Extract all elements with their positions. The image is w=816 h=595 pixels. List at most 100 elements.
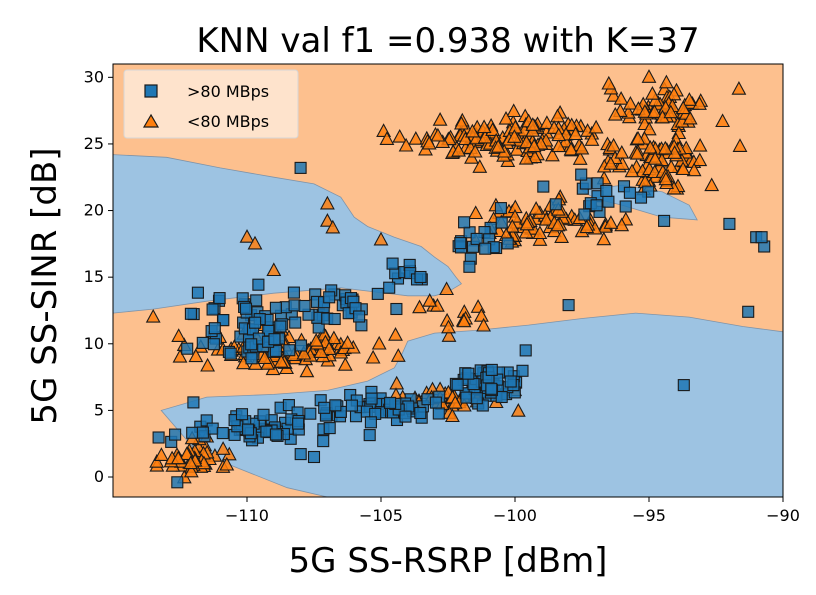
point-low	[538, 211, 554, 226]
point-low	[308, 332, 324, 347]
point-low	[551, 127, 567, 142]
point-low	[188, 348, 204, 363]
point-low	[398, 137, 414, 152]
point-low	[601, 75, 617, 90]
point-high	[191, 286, 204, 299]
point-low	[504, 218, 520, 233]
point-high	[269, 301, 282, 314]
point-high	[249, 316, 262, 329]
point-high	[298, 299, 311, 313]
point-low	[379, 131, 395, 145]
point-low	[518, 224, 534, 239]
y-tick-label: 0	[94, 467, 104, 486]
point-low	[657, 140, 673, 155]
y-tick-label: 10	[84, 334, 104, 353]
point-low	[266, 262, 282, 277]
point-low	[658, 171, 674, 186]
point-high	[470, 392, 483, 405]
point-low	[644, 86, 660, 100]
point-low	[510, 403, 526, 417]
point-low	[430, 127, 446, 142]
point-low	[319, 213, 335, 227]
point-low	[641, 121, 657, 136]
point-low	[456, 313, 472, 328]
point-low	[319, 195, 335, 210]
point-high	[501, 237, 514, 250]
point-low	[526, 138, 542, 153]
point-low	[390, 348, 406, 362]
point-low	[527, 149, 543, 164]
point-high	[562, 299, 575, 312]
point-high	[328, 312, 341, 326]
point-low	[422, 293, 438, 307]
point-high	[755, 231, 768, 244]
point-high	[274, 320, 287, 333]
point-high	[451, 378, 464, 391]
point-low	[472, 159, 488, 173]
point-high	[294, 161, 307, 174]
point-high	[495, 390, 508, 404]
point-high	[345, 399, 358, 412]
point-low	[614, 217, 630, 232]
y-axis-label: 5G SS-SINR [dB]	[25, 147, 65, 424]
point-high	[591, 177, 604, 190]
point-high	[458, 216, 471, 229]
point-low	[468, 205, 484, 220]
chart-title: KNN val f1 =0.938 with K=37	[196, 21, 699, 61]
point-high	[470, 232, 483, 245]
point-high	[294, 339, 308, 352]
point-low	[607, 106, 623, 121]
point-low	[171, 328, 187, 342]
point-high	[399, 410, 412, 423]
point-high	[429, 396, 442, 409]
point-high	[390, 302, 403, 316]
point-high	[206, 303, 219, 316]
point-low	[490, 139, 506, 153]
point-high	[245, 352, 258, 365]
point-high	[353, 310, 366, 323]
point-low	[145, 308, 161, 323]
point-low	[476, 119, 492, 134]
y-tick-label: 20	[84, 201, 104, 220]
point-low	[539, 115, 555, 129]
point-high	[723, 217, 736, 230]
point-high	[494, 202, 507, 215]
point-high	[462, 367, 475, 380]
point-high	[269, 344, 282, 357]
point-low	[682, 110, 698, 125]
point-low	[313, 344, 329, 358]
point-high	[575, 168, 588, 181]
x-tick-label: −90	[766, 506, 800, 525]
point-high	[268, 333, 281, 346]
point-low	[149, 454, 165, 468]
point-low	[563, 141, 579, 156]
point-high	[269, 428, 282, 441]
point-high	[283, 344, 296, 357]
point-low	[637, 104, 653, 118]
point-low	[692, 152, 708, 167]
point-high	[318, 401, 331, 414]
point-high	[323, 291, 336, 304]
point-low	[519, 216, 535, 231]
point-high	[634, 191, 648, 204]
point-high	[365, 392, 378, 405]
point-high	[590, 199, 603, 212]
point-low	[642, 139, 658, 154]
x-tick-label: −110	[225, 506, 269, 525]
point-low	[340, 335, 356, 349]
point-high	[294, 448, 307, 461]
point-low	[579, 219, 595, 234]
point-high	[384, 396, 397, 409]
y-tick-label: 5	[94, 400, 104, 419]
point-high	[323, 422, 336, 435]
point-low	[532, 232, 548, 246]
point-low	[299, 363, 315, 378]
point-high	[623, 186, 636, 199]
point-low	[392, 128, 408, 143]
point-low	[439, 281, 455, 296]
point-high	[386, 257, 399, 270]
point-low	[421, 135, 437, 150]
point-low	[477, 129, 493, 144]
point-low	[464, 123, 480, 138]
point-high	[549, 198, 562, 211]
